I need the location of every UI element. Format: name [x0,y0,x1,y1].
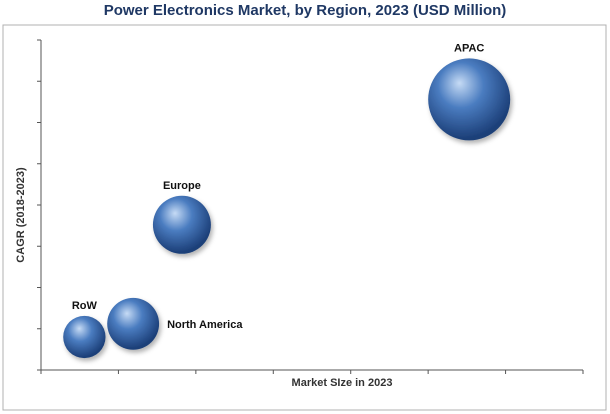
bubble-row [63,315,106,359]
chart-title: Power Electronics Market, by Region, 202… [103,2,507,19]
x-axis-label: Market SIze in 2023 [292,377,393,389]
bubble-label-europe: Europe [163,180,201,192]
bubble-label-north-america: North America [167,319,243,331]
bubble-label-row: RoW [72,300,98,312]
chart-frame [2,24,607,411]
bubble-north-america [107,297,160,350]
bubble-europe [152,195,211,254]
y-axis-label: CAGR (2018-2023) [15,167,27,263]
bubble-label-apac: APAC [454,42,484,54]
bubble-apac [428,58,511,141]
